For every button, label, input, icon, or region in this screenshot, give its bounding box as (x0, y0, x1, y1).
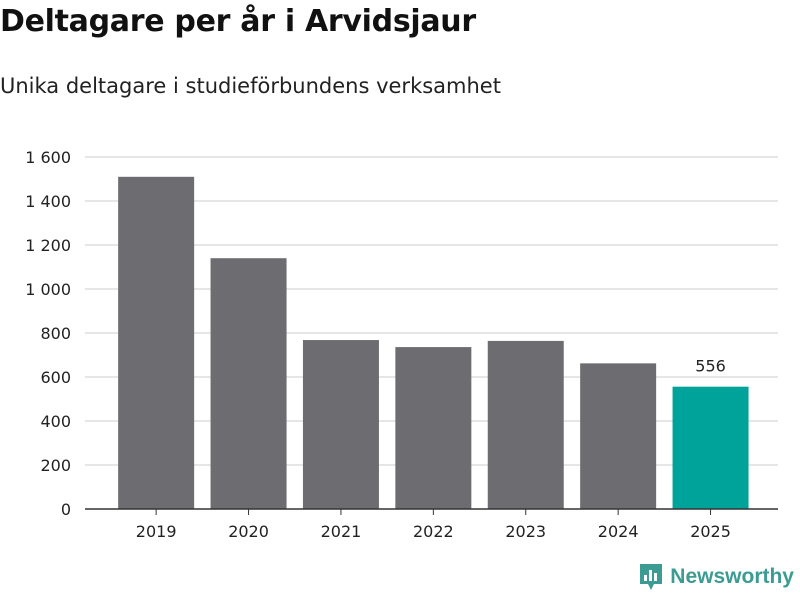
y-tick-label: 1 600 (25, 148, 71, 167)
y-tick-label: 1 200 (25, 236, 71, 255)
newsworthy-logo-icon (640, 564, 663, 590)
bar-2024 (580, 363, 657, 509)
x-tick-label: 2019 (136, 522, 177, 541)
y-tick-label: 1 000 (25, 280, 71, 299)
y-tick-label: 400 (40, 412, 71, 431)
x-tick-label: 2020 (228, 522, 269, 541)
bar-2023 (487, 340, 564, 509)
bar-2019 (118, 176, 195, 510)
data-label: 556 (695, 357, 726, 376)
bar-2025 (672, 386, 749, 509)
brand-logo: Newsworthy (638, 562, 794, 592)
bar-2021 (302, 340, 379, 509)
chart-subtitle: Unika deltagare i studieförbundens verks… (0, 74, 501, 98)
x-tick-label: 2022 (413, 522, 454, 541)
brand-name: Newsworthy (670, 565, 794, 588)
y-tick-label: 800 (40, 324, 71, 343)
x-tick-label: 2023 (505, 522, 546, 541)
y-tick-label: 600 (40, 368, 71, 387)
y-tick-label: 200 (40, 456, 71, 475)
chart-title: Deltagare per år i Arvidsjaur (0, 4, 476, 39)
bar-2022 (395, 347, 472, 509)
x-tick-label: 2025 (690, 522, 731, 541)
x-tick-label: 2024 (598, 522, 639, 541)
y-tick-label: 0 (61, 500, 71, 519)
x-tick-label: 2021 (321, 522, 362, 541)
bar-2020 (210, 258, 287, 509)
y-tick-label: 1 400 (25, 192, 71, 211)
